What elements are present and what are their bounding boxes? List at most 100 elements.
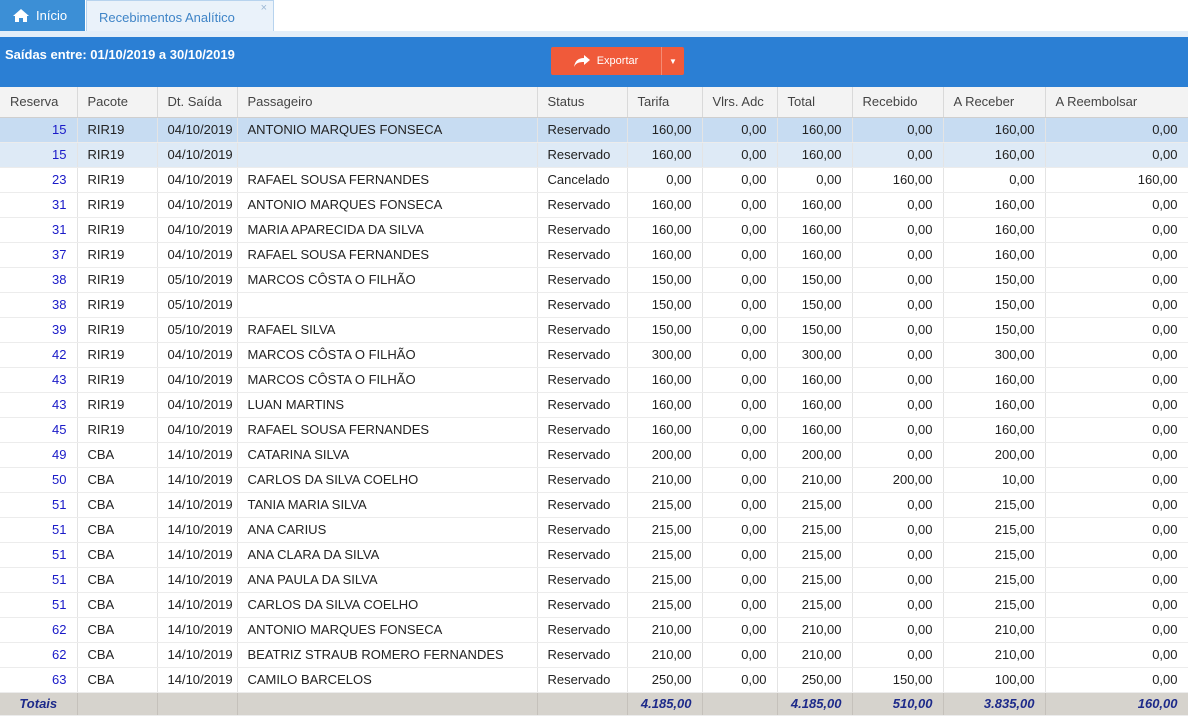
table-cell: 37 xyxy=(0,242,78,268)
table-row[interactable]: 15 RIR19 04/10/2019 ANTONIO MARQUES FONSECA… xyxy=(0,117,1188,143)
table-cell: 0,00 xyxy=(852,192,944,218)
table-cell: Reservado xyxy=(537,467,628,493)
table-row[interactable]: 23 RIR19 04/10/2019 RAFAEL SOUSA FERNANDES C… xyxy=(0,167,1188,193)
table-cell: 0,00 xyxy=(1045,342,1188,368)
table-row[interactable]: 62 CBA 14/10/2019 ANTONIO MARQUES FONSECA Re… xyxy=(0,617,1188,643)
table-cell: 0,00 xyxy=(943,167,1046,193)
table-cell: 160,00 xyxy=(943,367,1046,393)
table-row[interactable]: 51 CBA 14/10/2019 ANA PAULA DA SILVA Reserva… xyxy=(0,567,1188,593)
table-cell: 0,00 xyxy=(1045,242,1188,268)
table-cell: 0,00 xyxy=(852,317,944,343)
tab-bar: Início Recebimentos Analítico × xyxy=(0,0,1188,33)
table-row[interactable]: 31 RIR19 04/10/2019 ANTONIO MARQUES FONSECA… xyxy=(0,192,1188,218)
table-row[interactable]: 38 RIR19 05/10/2019 Reservado 150,00 0,00 150,… xyxy=(0,292,1188,318)
export-button[interactable]: Exportar xyxy=(551,47,661,75)
table-row[interactable]: 63 CBA 14/10/2019 CAMILO BARCELOS Reservado 2… xyxy=(0,667,1188,693)
table-cell: Reservado xyxy=(537,642,628,668)
close-icon[interactable]: × xyxy=(260,2,267,14)
column-header[interactable]: Vlrs. Adc xyxy=(702,87,778,118)
table-row[interactable]: 43 RIR19 04/10/2019 MARCOS CÔSTA O FILHÃO Re… xyxy=(0,367,1188,393)
table-cell: CBA xyxy=(77,567,158,593)
table-row[interactable]: 38 RIR19 05/10/2019 MARCOS CÔSTA O FILHÃO Re… xyxy=(0,267,1188,293)
table-cell: 0,00 xyxy=(1045,592,1188,618)
column-header[interactable]: Pacote xyxy=(77,87,158,118)
column-header[interactable]: Passageiro xyxy=(237,87,538,118)
table-row[interactable]: 43 RIR19 04/10/2019 LUAN MARTINS Reservado 16… xyxy=(0,392,1188,418)
table-cell: 0,00 xyxy=(1045,492,1188,518)
column-header[interactable]: Tarifa xyxy=(627,87,703,118)
column-header[interactable]: Reserva xyxy=(0,87,78,118)
table-cell: 0,00 xyxy=(702,417,778,443)
table-row[interactable]: 45 RIR19 04/10/2019 RAFAEL SOUSA FERNANDES R… xyxy=(0,417,1188,443)
table-cell: 0,00 xyxy=(702,592,778,618)
column-header[interactable]: Status xyxy=(537,87,628,118)
table-cell: 0,00 xyxy=(702,467,778,493)
table-cell: 150,00 xyxy=(943,267,1046,293)
table-cell: 0,00 xyxy=(1045,142,1188,168)
table-cell: 0,00 xyxy=(852,142,944,168)
table-cell: 210,00 xyxy=(777,617,853,643)
table-cell: 0,00 xyxy=(1045,667,1188,693)
table-cell: CBA xyxy=(77,542,158,568)
table-cell: 215,00 xyxy=(777,592,853,618)
table-cell: RIR19 xyxy=(77,167,158,193)
table-row[interactable]: 62 CBA 14/10/2019 BEATRIZ STRAUB ROMERO FER… xyxy=(0,642,1188,668)
table-cell: 50 xyxy=(0,467,78,493)
table-cell: 160,00 xyxy=(627,367,703,393)
table-cell: 200,00 xyxy=(627,442,703,468)
table-cell: CAMILO BARCELOS xyxy=(237,667,538,693)
tab-home[interactable]: Início xyxy=(0,0,85,31)
table-cell: 63 xyxy=(0,667,78,693)
table-cell: CBA xyxy=(77,642,158,668)
table-cell: ANTONIO MARQUES FONSECA xyxy=(237,192,538,218)
tab-recebimentos-analitico[interactable]: Recebimentos Analítico × xyxy=(86,0,274,33)
table-row[interactable]: 42 RIR19 04/10/2019 MARCOS CÔSTA O FILHÃO Re… xyxy=(0,342,1188,368)
receivables-table: Reserva Pacote Dt. Saída Passageiro Status Ta… xyxy=(0,87,1188,716)
table-cell: 0,00 xyxy=(1045,542,1188,568)
table-cell: 05/10/2019 xyxy=(157,317,238,343)
column-header[interactable]: A Receber xyxy=(943,87,1046,118)
table-cell: 14/10/2019 xyxy=(157,542,238,568)
home-icon xyxy=(13,9,29,22)
table-cell: Reservado xyxy=(537,217,628,243)
table-cell: 0,00 xyxy=(702,167,778,193)
table-row[interactable]: 50 CBA 14/10/2019 CARLOS DA SILVA COELHO Res… xyxy=(0,467,1188,493)
report-header: Saídas entre: 01/10/2019 a 30/10/2019 Ex… xyxy=(0,37,1188,87)
column-header[interactable]: Recebido xyxy=(852,87,944,118)
table-cell: Reservado xyxy=(537,617,628,643)
table-cell: 215,00 xyxy=(943,592,1046,618)
table-row[interactable]: 51 CBA 14/10/2019 ANA CARIUS Reservado 215,00… xyxy=(0,517,1188,543)
table-row[interactable]: 31 RIR19 04/10/2019 MARIA APARECIDA DA SILV… xyxy=(0,217,1188,243)
share-arrow-icon xyxy=(573,55,590,67)
column-header[interactable]: Dt. Saída xyxy=(157,87,238,118)
table-cell: 42 xyxy=(0,342,78,368)
export-dropdown-toggle[interactable]: ▼ xyxy=(661,47,684,75)
column-header[interactable]: A Reembolsar xyxy=(1045,87,1188,118)
table-cell: Reservado xyxy=(537,667,628,693)
table-cell: 0,00 xyxy=(852,267,944,293)
table-row[interactable]: 15 RIR19 04/10/2019 Reservado 160,00 0,00 160,… xyxy=(0,142,1188,168)
table-cell: 31 xyxy=(0,217,78,243)
table-cell: 160,00 xyxy=(627,192,703,218)
table-row[interactable]: 51 CBA 14/10/2019 CARLOS DA SILVA COELHO Res… xyxy=(0,592,1188,618)
table-row[interactable]: 37 RIR19 04/10/2019 RAFAEL SOUSA FERNANDES R… xyxy=(0,242,1188,268)
table-cell: LUAN MARTINS xyxy=(237,392,538,418)
table-row[interactable]: 49 CBA 14/10/2019 CATARINA SILVA Reservado 20… xyxy=(0,442,1188,468)
column-header[interactable]: Total xyxy=(777,87,853,118)
table-body: 15 RIR19 04/10/2019 ANTONIO MARQUES FONSECA… xyxy=(0,117,1188,693)
table-cell: 04/10/2019 xyxy=(157,242,238,268)
table-cell: 04/10/2019 xyxy=(157,167,238,193)
table-row[interactable]: 51 CBA 14/10/2019 ANA CLARA DA SILVA Reserva… xyxy=(0,542,1188,568)
table-row[interactable]: 39 RIR19 05/10/2019 RAFAEL SILVA Reservado 15… xyxy=(0,317,1188,343)
totals-cell-empty xyxy=(237,692,538,716)
table-cell: 160,00 xyxy=(777,392,853,418)
table-cell: 0,00 xyxy=(702,217,778,243)
table-cell: 04/10/2019 xyxy=(157,117,238,143)
table-cell: 210,00 xyxy=(777,467,853,493)
table-cell: 0,00 xyxy=(852,492,944,518)
table-cell: 0,00 xyxy=(852,617,944,643)
table-cell: 160,00 xyxy=(777,142,853,168)
table-row[interactable]: 51 CBA 14/10/2019 TANIA MARIA SILVA Reservad… xyxy=(0,492,1188,518)
table-cell: 51 xyxy=(0,542,78,568)
table-cell: 14/10/2019 xyxy=(157,567,238,593)
